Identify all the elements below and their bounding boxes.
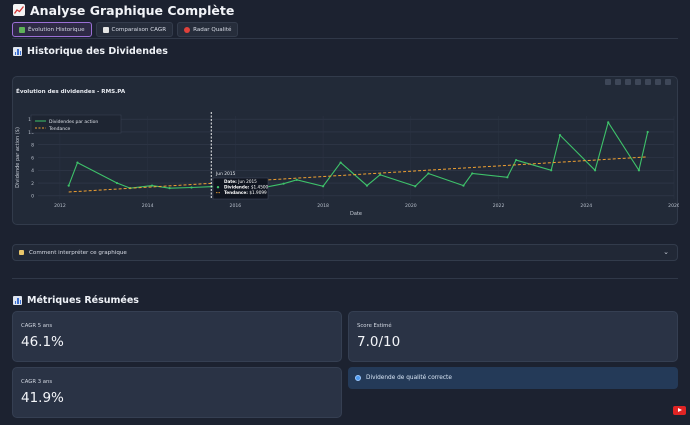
x-axis-label: Date xyxy=(350,211,362,217)
trend-line xyxy=(68,156,648,193)
data-point xyxy=(379,173,382,176)
tab-comparaison-cagr[interactable]: Comparaison CAGR xyxy=(95,22,174,37)
tooltip-box xyxy=(212,177,269,200)
y-tick-label: 6 xyxy=(31,155,34,161)
tab-bar: Évolution Historique Comparaison CAGR Ra… xyxy=(12,22,239,37)
chart-title: Évolution des dividendes - RMS.PA xyxy=(16,89,126,95)
autoscale-icon[interactable] xyxy=(655,79,661,85)
divider xyxy=(12,38,678,39)
bar-chart-icon xyxy=(13,296,22,305)
data-point xyxy=(339,161,342,164)
data-point xyxy=(427,172,430,175)
youtube-icon[interactable] xyxy=(673,406,686,415)
data-point xyxy=(607,121,610,124)
page-title: Analyse Graphique Complète xyxy=(30,2,235,18)
data-point xyxy=(150,184,154,187)
section-title: Historique des Dividendes xyxy=(27,46,168,57)
zoom-in-icon[interactable] xyxy=(635,79,641,85)
x-tick-label: 2022 xyxy=(493,203,505,209)
metric-label: Score Estimé xyxy=(357,323,392,329)
compare-icon xyxy=(102,26,109,33)
dividend-line xyxy=(68,121,649,190)
y-tick-label: 4 xyxy=(31,168,34,174)
data-point xyxy=(295,178,298,181)
tab-radar-qualite[interactable]: Radar Qualité xyxy=(177,22,239,37)
data-point xyxy=(558,134,562,137)
tooltip-row: Tendance: $1.9099 xyxy=(224,190,267,195)
metric-score: Score Estimé 7.0/10 xyxy=(348,311,678,362)
expander-label: Comment interpréter ce graphique xyxy=(29,249,127,256)
data-point xyxy=(414,185,417,188)
bulb-icon xyxy=(19,250,24,255)
legend-label: Tendance xyxy=(48,126,71,132)
tooltip-swatch xyxy=(216,186,220,189)
tab-label: Radar Qualité xyxy=(193,26,232,33)
data-point xyxy=(115,181,119,185)
x-tick-label: 2016 xyxy=(230,203,242,209)
legend-label: Dividendes par action xyxy=(49,119,98,125)
tab-label: Évolution Historique xyxy=(28,26,85,33)
metric-cagr-3: CAGR 3 ans 41.9% xyxy=(12,367,342,418)
zoom-icon[interactable] xyxy=(615,79,621,85)
blue-circle-icon xyxy=(355,375,361,381)
zoom-out-icon[interactable] xyxy=(645,79,651,85)
chevron-down-icon[interactable]: ⌄ xyxy=(663,248,669,256)
tab-evolution-historique[interactable]: Évolution Historique xyxy=(12,22,92,37)
tooltip-row: Date: Jun 2015 xyxy=(224,179,257,184)
metric-label: CAGR 5 ans xyxy=(21,323,53,329)
data-point xyxy=(637,169,641,172)
data-point xyxy=(550,169,553,172)
data-point xyxy=(506,176,509,179)
chart-up-icon xyxy=(13,4,25,16)
data-point xyxy=(190,186,193,189)
metric-value: 7.0/10 xyxy=(357,334,401,350)
data-point xyxy=(646,130,649,134)
metric-value: 41.9% xyxy=(21,390,64,406)
y-tick-label: 2 xyxy=(31,181,34,187)
x-tick-label: 2012 xyxy=(54,203,66,209)
x-tick-label: 2020 xyxy=(405,203,417,209)
section-header-metriques: Métriques Résumées xyxy=(13,295,139,306)
data-point xyxy=(593,169,597,172)
x-tick-label: 2014 xyxy=(142,203,154,209)
data-point xyxy=(168,187,171,190)
data-point xyxy=(76,161,79,164)
data-point xyxy=(462,184,465,187)
x-tick-label: 2024 xyxy=(580,203,592,209)
pan-icon[interactable] xyxy=(625,79,631,85)
page-header: Analyse Graphique Complète xyxy=(13,2,235,18)
data-point xyxy=(322,185,325,188)
data-point xyxy=(67,184,70,187)
divider xyxy=(12,278,678,279)
reset-axes-icon[interactable] xyxy=(665,79,671,85)
data-point xyxy=(471,172,474,175)
y-axis-label: Dividende par action ($) xyxy=(15,127,21,188)
metric-label: CAGR 3 ans xyxy=(21,379,53,385)
quality-text: Dividende de qualité correcte xyxy=(366,375,452,381)
interpretation-expander[interactable]: Comment interpréter ce graphique ⌄ xyxy=(12,244,678,261)
data-point xyxy=(514,158,518,162)
x-tick-label: 2026 xyxy=(668,203,679,209)
y-tick-label: 8 xyxy=(31,143,34,149)
chart-modebar xyxy=(605,79,671,85)
tab-label: Comparaison CAGR xyxy=(111,26,167,33)
data-point xyxy=(365,184,369,187)
chart-icon xyxy=(19,26,25,33)
metric-cagr-5: CAGR 5 ans 46.1% xyxy=(12,311,342,362)
camera-icon[interactable] xyxy=(605,79,611,85)
target-icon xyxy=(184,26,191,33)
x-tick-label: 2018 xyxy=(317,203,329,209)
metric-value: 46.1% xyxy=(21,334,64,350)
legend-box xyxy=(30,114,122,134)
quality-info-box: Dividende de qualité correcte xyxy=(348,367,678,389)
tooltip-row: Dividende: $1.4500 xyxy=(224,185,269,190)
bar-chart-icon xyxy=(13,47,22,56)
section-header-historique: Historique des Dividendes xyxy=(13,46,168,57)
y-tick-label: 0 xyxy=(31,194,34,200)
data-point xyxy=(282,182,285,185)
tooltip-header: Jun 2015 xyxy=(215,171,236,177)
section-title: Métriques Résumées xyxy=(27,295,139,306)
dividend-chart[interactable]: 0246810122012201420162018202020222024202… xyxy=(13,77,679,226)
